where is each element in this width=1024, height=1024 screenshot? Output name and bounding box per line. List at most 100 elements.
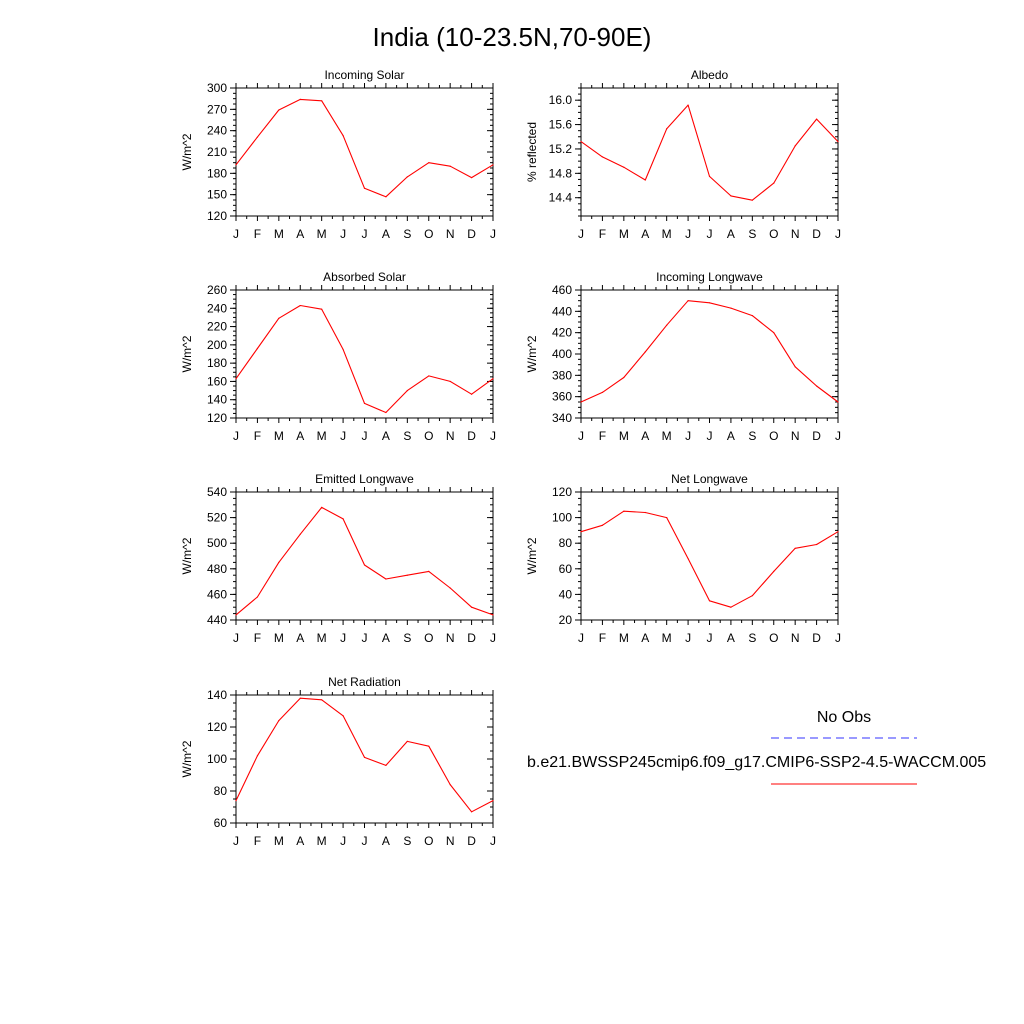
data-point [644,511,646,514]
x-tick-label: A [727,631,735,645]
y-tick-label: 360 [552,390,572,404]
series-line-net-radiation [235,697,494,813]
data-point [342,715,344,717]
data-point [687,557,689,560]
x-tick-label: M [662,227,672,241]
data-point [492,800,494,802]
data-point [837,141,839,143]
x-tick-label: A [641,429,649,443]
data-point [470,393,473,395]
data-point [666,517,668,519]
x-tick-label: J [578,227,584,241]
data-point [385,411,387,414]
data-point [794,145,796,147]
x-tick-label: J [707,429,713,443]
data-point [278,720,280,722]
x-tick-label: M [317,631,327,645]
data-point [235,378,237,380]
y-tick-label: 40 [559,587,573,601]
x-tick-label: J [362,227,368,241]
y-tick-label: 380 [552,368,572,382]
y-tick-label: 120 [207,411,227,425]
data-point [601,524,604,526]
y-tick-label: 240 [207,124,227,138]
data-point [580,141,582,143]
data-point [385,196,387,198]
x-tick-label: F [254,631,261,645]
y-axis-label: W/m^2 [525,537,539,574]
x-tick-label: A [727,429,735,443]
data-point [644,351,646,353]
data-point [278,317,280,319]
x-tick-label: A [382,429,390,443]
series-line-emitted-longwave [235,506,494,616]
panel-title: Net Longwave [671,472,748,486]
x-tick-label: A [382,834,390,848]
x-tick-label: S [748,631,756,645]
x-tick-label: F [599,631,606,645]
data-point [470,606,473,608]
x-tick-label: O [424,631,433,645]
data-point [428,375,430,377]
plot-frame [235,491,494,621]
y-tick-label: 180 [207,356,227,370]
x-tick-label: J [233,227,239,241]
data-point [815,385,818,387]
data-point [256,347,259,350]
data-point [449,784,451,786]
data-point [321,506,323,508]
series-line-net-longwave [580,510,839,608]
panel-title: Albedo [691,68,729,82]
y-tick-label: 440 [552,304,572,318]
x-tick-label: O [424,429,433,443]
series-line-albedo [580,104,839,201]
x-tick-label: N [446,631,455,645]
data-point [449,587,451,589]
y-tick-label: 160 [207,374,227,388]
legend-model-label: b.e21.BWSSP245cmip6.f09_g17.CMIP6-SSP2-4… [527,754,986,771]
x-tick-label: D [467,429,476,443]
data-point [730,195,732,197]
x-tick-label: S [748,429,756,443]
legend: No Obs b.e21.BWSSP245cmip6.f09_g17.CMIP6… [527,709,986,785]
y-tick-label: 150 [207,188,227,202]
x-tick-label: J [490,429,496,443]
x-tick-label: D [467,631,476,645]
y-tick-label: 260 [207,283,227,297]
y-tick-label: 220 [207,320,227,334]
y-axis-label: % reflected [525,122,539,182]
data-point [299,697,301,699]
data-point [235,800,237,802]
data-point [815,118,818,120]
data-point [342,135,344,137]
y-tick-label: 140 [207,688,227,702]
data-point [321,308,323,310]
x-tick-label: J [707,227,713,241]
x-tick-label: J [340,631,346,645]
plot-frame [235,694,494,824]
x-tick-label: N [791,631,800,645]
x-tick-label: F [254,227,261,241]
data-point [256,596,259,598]
y-tick-label: 200 [207,338,227,352]
series-line-absorbed-solar [235,304,494,414]
data-point [623,376,625,379]
x-tick-label: M [274,834,284,848]
data-point [428,570,430,572]
data-point [708,302,711,304]
data-point [449,380,451,383]
data-point [837,531,839,533]
x-tick-label: M [274,227,284,241]
plot-frame [235,289,494,419]
x-tick-label: M [274,429,284,443]
x-tick-label: O [769,429,778,443]
data-point [385,578,387,580]
data-point [666,324,668,326]
data-point [278,561,280,564]
data-point [751,595,753,597]
y-axis-label: W/m^2 [180,335,194,372]
x-tick-label: D [812,631,821,645]
